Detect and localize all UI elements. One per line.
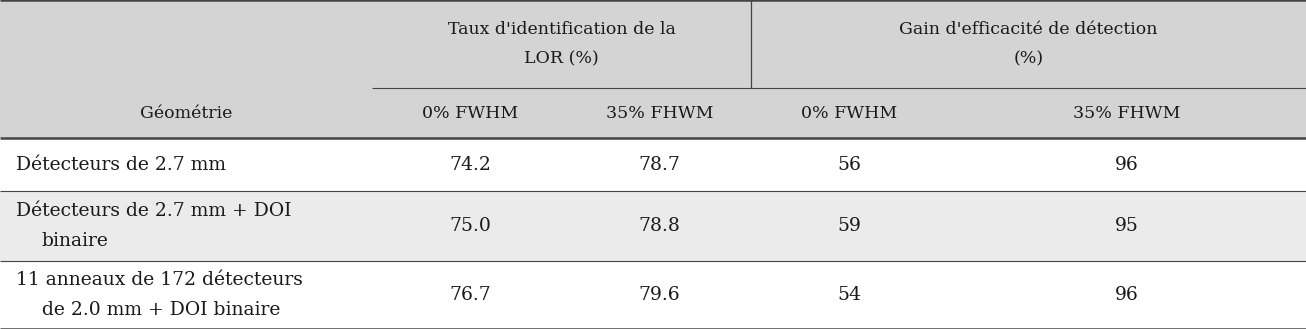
Text: 56: 56 — [837, 156, 861, 173]
Text: Géométrie: Géométrie — [140, 105, 232, 121]
Text: Détecteurs de 2.7 mm + DOI: Détecteurs de 2.7 mm + DOI — [16, 202, 291, 219]
Text: 96: 96 — [1114, 156, 1139, 173]
Text: de 2.0 mm + DOI binaire: de 2.0 mm + DOI binaire — [42, 301, 281, 319]
Text: (%): (%) — [1013, 50, 1043, 67]
Text: 0% FWHM: 0% FWHM — [801, 105, 897, 121]
Bar — [0, 191, 1306, 261]
Text: 76.7: 76.7 — [449, 286, 491, 304]
Text: 54: 54 — [837, 286, 861, 304]
Text: 59: 59 — [837, 217, 861, 235]
Text: 75.0: 75.0 — [449, 217, 491, 235]
Bar — [0, 88, 1306, 138]
Bar — [0, 138, 1306, 191]
Text: 74.2: 74.2 — [449, 156, 491, 173]
Text: LOR (%): LOR (%) — [524, 50, 599, 67]
Text: 95: 95 — [1114, 217, 1139, 235]
Text: 79.6: 79.6 — [639, 286, 680, 304]
Text: 35% FHWM: 35% FHWM — [1072, 105, 1181, 121]
Text: Détecteurs de 2.7 mm: Détecteurs de 2.7 mm — [16, 156, 226, 173]
Text: Taux d'identification de la: Taux d'identification de la — [448, 21, 675, 38]
Text: 78.8: 78.8 — [639, 217, 680, 235]
Bar — [0, 0, 1306, 88]
Bar — [0, 261, 1306, 329]
Text: binaire: binaire — [42, 232, 108, 250]
Text: 0% FWHM: 0% FWHM — [422, 105, 518, 121]
Text: Gain d'efficacité de détection: Gain d'efficacité de détection — [900, 21, 1157, 38]
Text: 35% FHWM: 35% FHWM — [606, 105, 713, 121]
Text: 96: 96 — [1114, 286, 1139, 304]
Text: 78.7: 78.7 — [639, 156, 680, 173]
Text: 11 anneaux de 172 détecteurs: 11 anneaux de 172 détecteurs — [16, 271, 303, 289]
